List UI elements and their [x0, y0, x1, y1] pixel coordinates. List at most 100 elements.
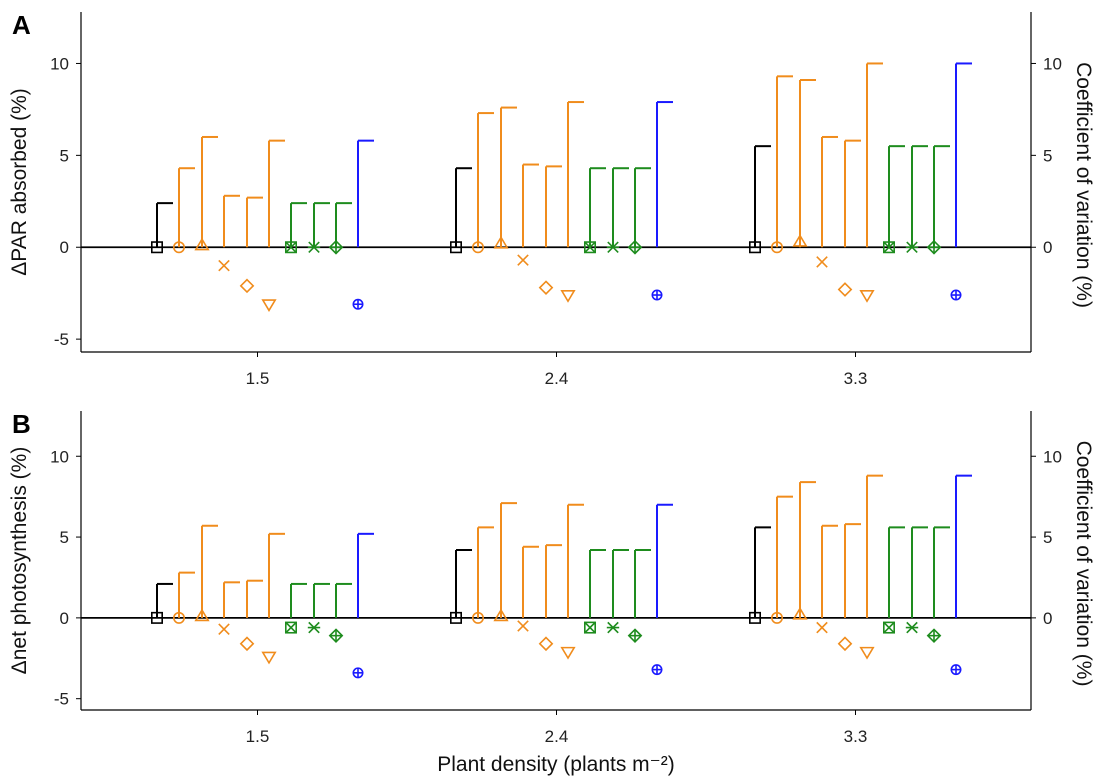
panel-a-diamond-plus-marker — [627, 239, 643, 255]
panel-a-square-marker-shape — [748, 241, 761, 254]
panel-b-xtick-label: 3.3 — [844, 727, 868, 746]
panel-b-circle-plus-marker — [352, 667, 364, 679]
panel-a-triangle-down-marker-shape — [560, 290, 576, 303]
panel-b-triangle-down-marker-shape — [560, 646, 576, 660]
panel-a-square-x-marker — [583, 241, 596, 254]
panel-a-asterisk-marker-stroke-c — [308, 241, 320, 254]
panel-b-square-marker — [748, 611, 761, 624]
panel-b-circle-marker-shape — [770, 611, 783, 624]
panel-a-left-y-label: ΔPAR absorbed (%) — [8, 88, 31, 276]
panel-a-diamond-marker-shape — [239, 278, 255, 294]
panel-b-diamond-plus-marker — [328, 628, 344, 643]
panel-b-x-marker-stroke-b — [218, 623, 230, 635]
panel-b-diamond-plus-marker — [926, 628, 942, 643]
panel-a-asterisk-marker — [307, 241, 321, 254]
panel-a-triangle-up-marker-shape — [792, 233, 808, 247]
panel-a-square-x-marker-stroke-b — [584, 241, 596, 254]
panel-a-triangle-up-marker — [493, 235, 509, 249]
panel-b-triangle-up-marker — [194, 608, 210, 622]
panel-b-triangle-up-marker-shape — [493, 608, 509, 622]
panel-a-asterisk-marker-stroke-c — [906, 241, 918, 254]
panel-b-diamond-plus-marker — [627, 628, 643, 643]
panel-b-right-ytick-label: 5 — [1043, 528, 1052, 547]
panel-b-triangle-down-marker — [261, 651, 277, 665]
panel-b-circle-marker — [173, 611, 186, 624]
panel-b-square-x-marker-stroke-b — [883, 621, 895, 634]
panel-b-triangle-up-marker-shape — [792, 606, 808, 620]
panel-b-asterisk-marker-stroke-c — [308, 621, 320, 634]
panel-a-right-ytick-label: 10 — [1043, 54, 1062, 73]
panel-a-circle-plus-marker — [651, 289, 663, 301]
panel-b-triangle-up-marker — [493, 608, 509, 622]
panel-b-triangle-down-marker — [560, 646, 576, 660]
panel-a-right-ytick-label: 0 — [1043, 238, 1052, 257]
panel-a-asterisk-marker — [606, 241, 620, 254]
panel-b-ytick-label: 10 — [50, 447, 69, 466]
panel-b-asterisk-marker — [606, 621, 620, 634]
panel-a-label: A — [12, 10, 31, 40]
panel-b-square-x-marker — [882, 621, 895, 634]
panel-a-square-x-marker — [284, 241, 297, 254]
panel-a-triangle-down-marker-shape — [261, 299, 277, 312]
panel-b-x-marker — [218, 623, 230, 635]
panel-a-diamond-marker — [239, 278, 255, 294]
panel-a-diamond-marker — [538, 280, 554, 296]
panel-a-x-marker — [218, 259, 230, 272]
panel-b-triangle-up-marker-shape — [194, 608, 210, 622]
panel-a-circle-marker-shape — [173, 241, 186, 254]
panel-a-triangle-down-marker — [261, 299, 277, 312]
panel-b-square-x-marker-stroke-b — [285, 621, 297, 634]
panel-b-ytick-label: 0 — [60, 609, 69, 628]
panel-a-circle-marker-shape — [471, 241, 484, 254]
panel-a-triangle-down-marker — [560, 290, 576, 303]
panel-a-diamond-marker-shape — [837, 282, 853, 297]
panel-a-ytick-label: -5 — [54, 330, 69, 349]
panel-b-right-ytick-label: 10 — [1043, 447, 1062, 466]
panel-b-square-x-marker-stroke-b — [584, 621, 596, 634]
panel-b-circle-marker — [471, 611, 484, 624]
panel-b-ytick-label: 5 — [60, 528, 69, 547]
panel-b-x-marker-stroke-b — [517, 620, 529, 632]
panel-a-circle-plus-marker — [950, 289, 962, 301]
panel-b-x-marker-stroke-b — [816, 621, 828, 634]
panel-b-circle-plus-marker — [651, 664, 663, 676]
panel-a-square-x-marker-stroke-b — [285, 241, 297, 254]
panel-a-x-marker — [816, 256, 828, 268]
panel-b-diamond-marker-shape — [239, 636, 255, 652]
panel-a-circle-marker-shape — [770, 241, 783, 254]
panel-a-square-marker-shape — [449, 241, 462, 254]
panel-a-square-marker — [151, 241, 164, 254]
panel-b-circle-marker — [770, 611, 783, 624]
panel-b-xtick-label: 2.4 — [545, 727, 569, 746]
panel-b-ytick-label: -5 — [54, 690, 69, 709]
panel-b-circle-plus-marker — [950, 664, 962, 676]
panel-a-square-x-marker-shape — [284, 241, 297, 254]
panel-a-diamond-plus-marker — [328, 239, 344, 255]
panel-a-ytick-label: 0 — [60, 238, 69, 257]
panel-a-triangle-up-marker — [792, 233, 808, 247]
panel-a-square-marker — [449, 241, 462, 254]
panel-a-square-marker — [748, 241, 761, 254]
panel-b-asterisk-marker-stroke-c — [607, 621, 619, 634]
panel-b-asterisk-marker — [307, 621, 321, 634]
panel-a-ytick-label: 5 — [60, 146, 69, 165]
panel-b-asterisk-marker — [905, 621, 919, 634]
panel-b: B Δnet photosynthesis (%) Coefficient of… — [8, 409, 1095, 746]
panel-a-x-marker — [517, 254, 529, 266]
panel-a-xtick-label: 2.4 — [545, 369, 569, 388]
panel-a-circle-marker — [770, 241, 783, 254]
panel-b-square-x-marker — [284, 621, 297, 634]
panel-b-square-marker — [449, 611, 462, 624]
panel-a-square-x-marker-shape — [583, 241, 596, 254]
panel-b-square-marker-shape — [449, 611, 462, 624]
panel-b-square-x-marker-shape — [284, 621, 297, 634]
panel-b-right-y-label: Coefficient of variation (%) — [1072, 441, 1095, 687]
panel-a-xtick-label: 1.5 — [246, 369, 270, 388]
panel-b-square-marker — [151, 611, 164, 624]
panel-b-xtick-label: 1.5 — [246, 727, 270, 746]
panel-b-triangle-down-marker — [859, 646, 875, 660]
panel-a-circle-marker — [173, 241, 186, 254]
panel-a-x-marker-stroke-b — [218, 259, 230, 272]
panel-a: A ΔPAR absorbed (%) Coefficient of varia… — [8, 10, 1095, 388]
